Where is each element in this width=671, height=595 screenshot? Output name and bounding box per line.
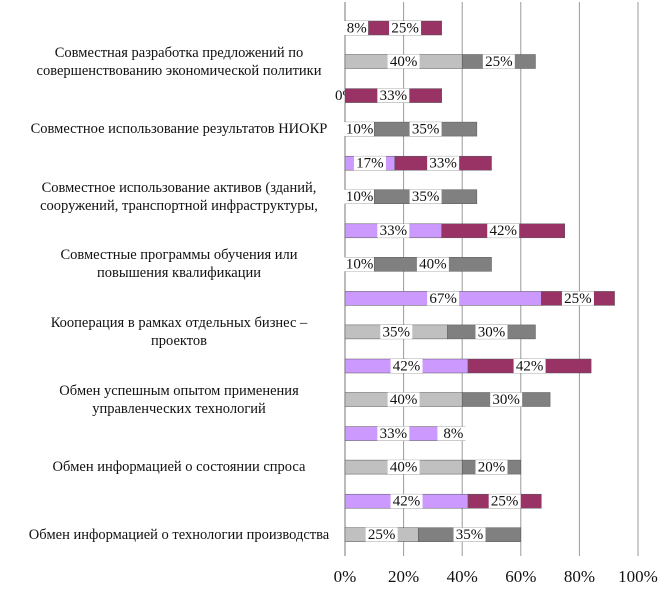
value-label-bg (513, 359, 546, 373)
category-label: Обмен информацией о состоянии спроса (52, 459, 306, 476)
value-label-bg (427, 156, 460, 171)
value-label: 42% (516, 358, 544, 374)
value-label: 33% (380, 88, 408, 104)
value-label-bg (343, 122, 376, 137)
value-label-bg (343, 257, 376, 272)
value-label: 8% (347, 20, 367, 36)
value-label-bg (488, 494, 521, 509)
value-label-bg (387, 392, 420, 407)
value-label-bg (390, 359, 423, 373)
value-label-bg (427, 291, 460, 306)
value-label-bg (475, 324, 508, 339)
value-label: 30% (492, 392, 520, 408)
category-label: Кооперация в рамках отдельных бизнес – п… (50, 314, 308, 349)
value-label-bg (377, 426, 410, 441)
value-label: 40% (390, 392, 418, 408)
value-label: 40% (390, 54, 418, 70)
x-tick-label: 100% (618, 567, 658, 586)
value-label-bg (416, 257, 449, 272)
value-label: 10% (346, 122, 374, 138)
x-tick-label: 0% (334, 567, 357, 586)
value-label-bg (377, 88, 410, 103)
value-label-bg (409, 122, 442, 137)
value-label-bg (437, 426, 470, 441)
value-label-bg (343, 189, 376, 204)
value-label: 42% (489, 223, 517, 239)
value-label: 25% (491, 494, 519, 510)
value-label: 33% (380, 223, 408, 239)
value-label-bg (487, 223, 520, 238)
value-label-bg (490, 392, 523, 407)
value-label: 17% (356, 156, 384, 172)
value-label: 33% (429, 156, 457, 172)
value-label-bg (353, 156, 386, 171)
value-label: 35% (456, 527, 484, 543)
value-label: 30% (478, 324, 506, 340)
value-label: 25% (368, 527, 396, 543)
value-label-bg (389, 21, 422, 35)
value-label: 40% (419, 257, 447, 273)
value-label: 10% (346, 189, 374, 205)
value-label-bg (482, 54, 515, 69)
value-label-bg (380, 324, 413, 339)
value-label: 20% (478, 460, 506, 476)
value-label-bg (377, 223, 410, 238)
x-tick-label: 60% (505, 567, 536, 586)
category-label: Совместная разработка предложений по сов… (36, 44, 322, 79)
value-label: 42% (393, 494, 421, 510)
value-label-bg (453, 527, 486, 542)
value-label: 25% (391, 20, 419, 36)
value-label-bg (390, 494, 423, 509)
value-label: 10% (346, 257, 374, 273)
x-tick-label: 80% (564, 567, 595, 586)
value-label: 25% (485, 54, 513, 70)
value-label: 35% (383, 324, 411, 340)
value-label: 33% (380, 426, 408, 442)
category-label: Совместное использование результатов НИО… (30, 121, 328, 138)
value-label: 42% (393, 358, 421, 374)
category-label: Совместное использование активов (зданий… (40, 179, 318, 214)
value-label-bg (561, 291, 594, 306)
value-label-bg (340, 21, 373, 35)
category-label: Совместные программы обучения или повыше… (60, 247, 298, 282)
value-label: 40% (390, 460, 418, 476)
x-tick-label: 20% (388, 567, 419, 586)
x-tick-label: 40% (447, 567, 478, 586)
value-label-bg (365, 527, 398, 542)
value-label: 35% (412, 189, 440, 205)
value-label: 25% (564, 291, 592, 307)
value-label-bg (387, 54, 420, 69)
value-label-bg (475, 460, 508, 475)
value-label: 35% (412, 122, 440, 138)
value-label-bg (409, 189, 442, 204)
value-label: 8% (443, 426, 463, 442)
value-label: 67% (429, 291, 457, 307)
category-label: Обмен информацией о технологии производс… (28, 526, 330, 543)
category-label: Обмен успешным опытом применения управле… (59, 382, 299, 417)
value-label-bg (387, 460, 420, 475)
